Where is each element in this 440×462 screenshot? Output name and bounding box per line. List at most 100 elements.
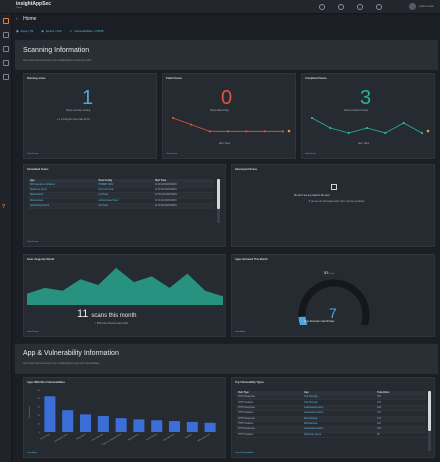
completed-point[interactable] [329, 126, 332, 130]
notifications-icon[interactable] [357, 4, 363, 10]
view-failed-scans-link[interactable]: View Scans [166, 153, 178, 155]
back-arrow-icon[interactable]: ‹ [16, 16, 18, 22]
bar[interactable] [79, 414, 92, 432]
table-row[interactable]: webscantest.demo Full Scan 11:30 AM 06/02/… [28, 203, 214, 209]
bar[interactable] [168, 421, 181, 432]
failed-point[interactable] [208, 130, 211, 133]
failed-point[interactable] [263, 130, 266, 133]
vulnerabilities-icon[interactable] [3, 60, 9, 66]
search-icon[interactable] [319, 4, 325, 10]
app-logo[interactable]: insightAppSec Rapid7 [16, 2, 51, 10]
scheduled-cell[interactable]: webscantest.demo [28, 203, 97, 209]
bar[interactable] [115, 418, 127, 432]
vuln-column-header[interactable]: App [302, 391, 376, 395]
scheduled-scans-card: Scheduled Scans App Scan Config Start Time… [23, 164, 226, 247]
scheduled-cell[interactable]: Full Scan [96, 203, 153, 209]
completed-point[interactable] [310, 116, 314, 120]
help-icon[interactable] [338, 4, 344, 10]
scans-count-link[interactable]: ◉ Scans | 334 [41, 29, 62, 33]
view-most-vulnerable-apps-link[interactable]: View Apps [27, 452, 38, 454]
completed-line [311, 117, 423, 134]
x-tick-label: WebGoatDemo [127, 433, 139, 442]
scrollbar-thumb[interactable] [428, 391, 431, 431]
view-completed-scans-link[interactable]: View Scans [305, 153, 317, 155]
vuln-cell[interactable]: webscantest.demo [302, 426, 376, 433]
bar[interactable] [151, 420, 163, 432]
help-widget-icon[interactable]: ? [2, 204, 6, 210]
card-title: Running scans [27, 77, 46, 80]
scheduled-cell[interactable]: Non-trust Scan [96, 187, 153, 194]
user-menu[interactable]: runtime tester [408, 3, 434, 10]
table-row[interactable]: HTTP Headers webscantest.demo 170 [236, 410, 426, 417]
scrollbar[interactable] [217, 179, 220, 223]
y-tick-label: 0 [39, 432, 41, 434]
vuln-cell[interactable]: webscantest.demo [302, 405, 376, 412]
view-scheduled-scans-link[interactable]: View Scans [27, 241, 39, 243]
failed-point[interactable] [226, 130, 230, 133]
vuln-cell[interactable]: Webscantest [302, 421, 376, 428]
bar[interactable] [133, 419, 145, 432]
failed-point[interactable] [281, 130, 285, 133]
table-row[interactable]: HTTP Response webscantest.demo 193 [236, 405, 426, 412]
table-row[interactable]: HTTP Response Test Test App 370 [236, 395, 426, 401]
usage-area-chart [27, 267, 223, 305]
completed-point[interactable] [402, 121, 405, 125]
vuln-cell[interactable]: Test Test App [302, 395, 376, 401]
bar[interactable] [204, 422, 216, 432]
home-icon[interactable] [3, 18, 9, 24]
apps-grid-icon[interactable] [376, 4, 382, 10]
vuln-cell[interactable]: webscantest.demo [302, 410, 376, 417]
failed-point[interactable] [245, 130, 248, 133]
scheduled-cell[interactable]: ISS Insurance Container [28, 183, 97, 189]
bar[interactable] [44, 396, 56, 432]
section-title: App & Vulnerability Information [23, 350, 119, 357]
table-row[interactable]: HTTP Response Webscantest 147 [236, 416, 426, 422]
scrollbar-thumb[interactable] [217, 179, 220, 209]
vuln-column-header[interactable]: Vuln Type [236, 391, 303, 395]
x-tick-label: Buggy-on-Crashpads-2019 [102, 434, 122, 447]
settings-icon[interactable] [3, 74, 9, 80]
scrollbar[interactable] [428, 391, 431, 451]
table-row[interactable]: HTTP Response webscantest.demo 103 [236, 426, 426, 433]
scheduled-column-header[interactable]: Scan Config [96, 179, 153, 183]
completed-point[interactable] [384, 131, 387, 135]
scheduled-cell[interactable]: Authenticated Scan [96, 198, 153, 204]
vuln-cell[interactable]: WebGoat_Demo [302, 432, 376, 439]
view-apps-link[interactable]: View Apps [235, 331, 246, 333]
table-row[interactable]: HTTP Headers Test Test App 276 [236, 399, 426, 406]
table-row[interactable]: HTTP Headers Webscantest 119 [236, 421, 426, 428]
table-row[interactable]: Webscantest Full Scan 07:00 AM 06/02/2019 [28, 192, 214, 199]
scheduled-cell[interactable]: Webscantest [28, 192, 97, 199]
x-tick-label: Test Test App [40, 433, 51, 441]
table-row[interactable]: ISS Insurance Container HNB987-0001 11:00 … [28, 183, 214, 189]
scheduled-cell[interactable]: HNB987-0001 [96, 183, 153, 189]
completed-point[interactable] [420, 131, 424, 135]
failed-point[interactable] [190, 123, 193, 126]
scheduled-cell[interactable]: WebGoat_Demo [28, 187, 97, 194]
bar[interactable] [62, 410, 74, 432]
failed-point[interactable] [171, 116, 175, 120]
completed-point[interactable] [347, 131, 350, 135]
view-usage-scans-link[interactable]: View Scans [27, 331, 39, 333]
apps-icon[interactable] [3, 32, 9, 38]
scheduled-cell[interactable]: Webscantest [28, 198, 97, 204]
scheduled-cell[interactable]: Full Scan [96, 192, 153, 199]
bar[interactable] [186, 421, 198, 432]
vulns-count-link[interactable]: ⚠ Vulnerabilities | 27835 [69, 29, 104, 33]
apps-count-link[interactable]: ▣ Apps | 53 [16, 29, 34, 33]
y-tick-label: 80 [38, 398, 41, 400]
table-row[interactable]: WebGoat_Demo Non-trust Scan 11:00 AM 06/02… [28, 187, 214, 194]
table-row[interactable]: Webscantest Authenticated Scan 11:30 AM 06… [28, 198, 214, 204]
completed-point[interactable] [365, 126, 369, 130]
vuln-cell[interactable]: Test Test App [302, 399, 376, 406]
view-scans-link[interactable]: View Scans [27, 153, 39, 155]
vuln-cell[interactable]: Webscantest [302, 416, 376, 422]
vuln-column-header[interactable]: Total Vulns [375, 391, 426, 395]
table-row[interactable]: HTTP Headers WebGoat_Demo 97 [236, 432, 426, 439]
view-vulnerabilities-link[interactable]: View Vulnerabilities [235, 452, 254, 454]
bar[interactable] [97, 416, 109, 432]
card-title: Apps With Most Vulnerabilities [27, 381, 65, 384]
scans-icon[interactable] [3, 46, 9, 52]
scheduled-column-header[interactable]: App [28, 179, 97, 183]
scheduled-column-header[interactable]: Start Time [152, 179, 214, 183]
